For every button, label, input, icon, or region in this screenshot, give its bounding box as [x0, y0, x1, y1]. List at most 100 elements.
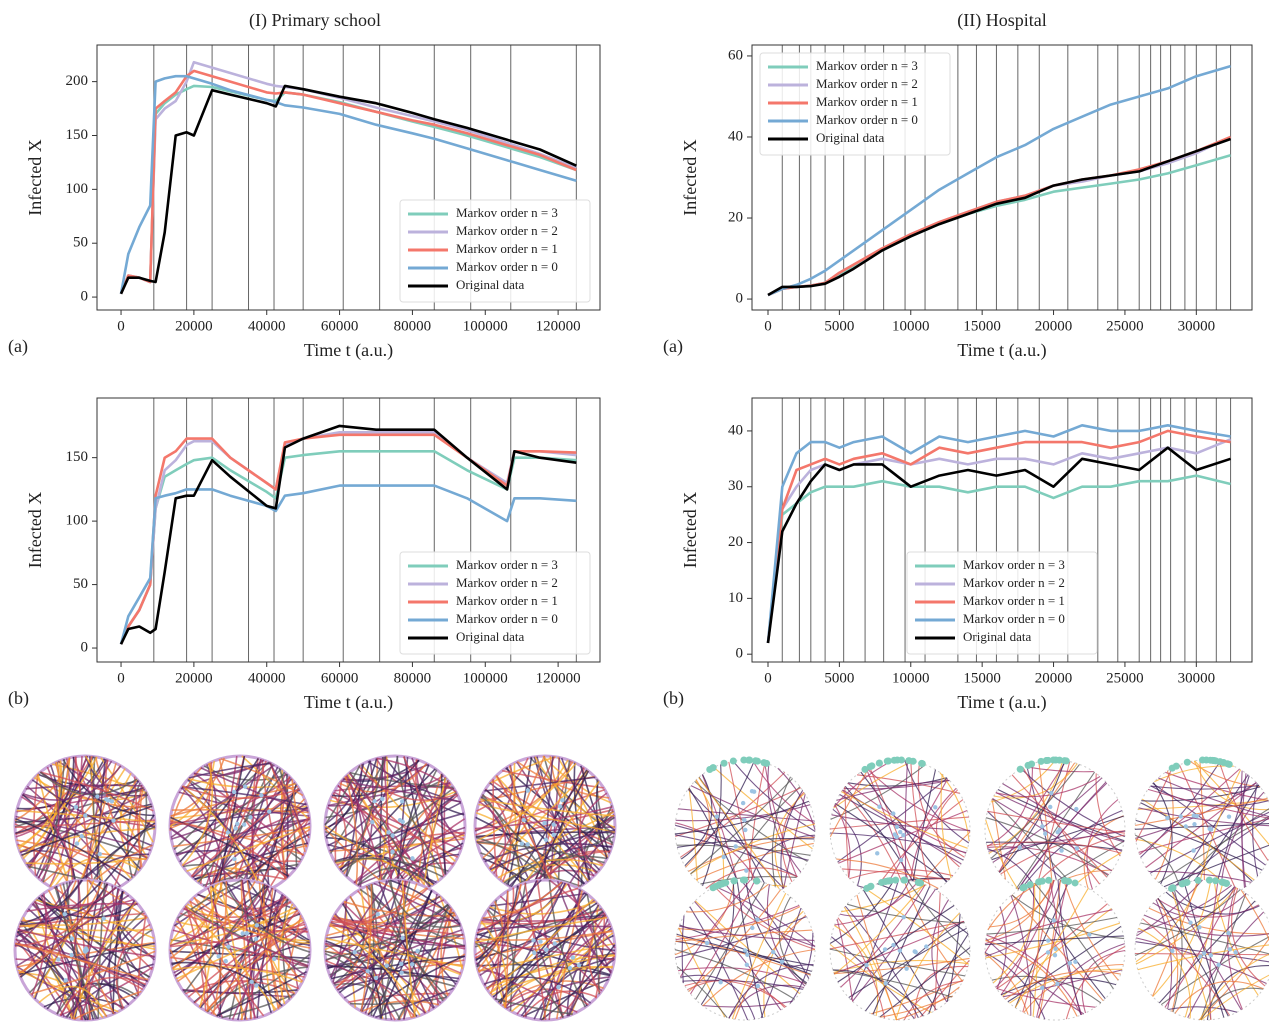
- y-tick-label: 100: [66, 513, 89, 529]
- y-tick-label: 100: [66, 181, 89, 197]
- network-node: [1050, 757, 1057, 764]
- legend-label: Markov order n = 0: [963, 611, 1065, 626]
- network-node: [1059, 848, 1063, 852]
- legend-label: Markov order n = 2: [456, 575, 558, 590]
- network-node: [95, 794, 99, 798]
- network-node: [370, 820, 374, 824]
- x-tick-label: 0: [117, 670, 125, 686]
- network-node: [1074, 807, 1078, 811]
- network-node: [876, 760, 883, 767]
- network-node: [398, 818, 402, 822]
- network-node: [753, 877, 760, 884]
- network-node: [386, 830, 390, 834]
- network-node: [1191, 848, 1195, 852]
- network-node: [750, 926, 754, 930]
- network-node: [1039, 878, 1046, 885]
- network-node: [756, 984, 760, 988]
- network-node: [730, 757, 737, 764]
- network-node: [577, 963, 581, 967]
- network-node: [719, 880, 726, 887]
- network-node: [868, 762, 875, 769]
- panel-label: (a): [8, 336, 28, 357]
- legend-label: Original data: [816, 130, 884, 145]
- network-node: [1049, 791, 1053, 795]
- network-node: [705, 941, 709, 945]
- legend-label: Original data: [456, 277, 524, 292]
- network-diagram: [170, 880, 310, 1020]
- network-node: [1170, 949, 1174, 953]
- network-diagram: [15, 880, 155, 1020]
- network-node: [864, 963, 868, 967]
- column-title: (I) Primary school: [249, 10, 381, 31]
- network-node: [883, 947, 887, 951]
- network-node: [898, 757, 905, 764]
- network-node: [1226, 931, 1230, 935]
- plot: 050001000015000200002500030000010203040T…: [663, 398, 1252, 713]
- panel-label: (b): [663, 688, 684, 709]
- network-node: [1179, 814, 1183, 818]
- network-node: [75, 841, 79, 845]
- network-node: [245, 931, 249, 935]
- network-node: [1046, 938, 1050, 942]
- network-node: [365, 969, 369, 973]
- network-node: [1073, 960, 1077, 964]
- network-node: [400, 799, 404, 803]
- network-node: [551, 822, 555, 826]
- x-tick-label: 5000: [824, 670, 854, 686]
- y-axis-label: Infected X: [680, 139, 700, 215]
- plot: 0200004000060000800001000001200000501001…: [8, 45, 600, 361]
- network-node: [1188, 921, 1192, 925]
- y-tick-label: 200: [66, 73, 89, 89]
- x-tick-label: 20000: [175, 670, 213, 686]
- network-diagram: [985, 757, 1125, 900]
- network-node: [254, 937, 258, 941]
- network-node: [399, 962, 403, 966]
- network-node: [544, 838, 548, 842]
- network-node: [1068, 961, 1072, 965]
- network-node: [1198, 954, 1202, 958]
- x-tick-label: 20000: [1035, 318, 1073, 334]
- network-node: [1212, 877, 1219, 884]
- x-tick-label: 25000: [1106, 318, 1144, 334]
- network-node: [1192, 822, 1196, 826]
- network-node: [410, 856, 414, 860]
- network-node: [877, 805, 881, 809]
- network-node: [1053, 947, 1057, 951]
- network-node: [1209, 827, 1213, 831]
- column-title: (II) Hospital: [957, 10, 1046, 31]
- x-tick-label: 25000: [1106, 670, 1144, 686]
- network-node: [571, 955, 575, 959]
- network-node: [538, 939, 542, 943]
- network-node: [901, 877, 908, 884]
- network-node: [531, 938, 535, 942]
- network-node: [721, 760, 728, 767]
- y-tick-label: 50: [73, 576, 88, 592]
- panel-label: (b): [8, 688, 29, 709]
- network-node: [722, 855, 726, 859]
- network-node: [895, 835, 899, 839]
- network-node: [1072, 879, 1079, 886]
- network-node: [568, 966, 572, 970]
- network-node: [892, 877, 899, 884]
- legend-label: Markov order n = 1: [456, 241, 558, 256]
- network-node: [84, 947, 88, 951]
- x-tick-label: 40000: [248, 318, 286, 334]
- network-node: [111, 818, 115, 822]
- network-node: [919, 760, 926, 767]
- network-node: [226, 944, 230, 948]
- network-node: [884, 878, 891, 885]
- x-tick-label: 60000: [321, 670, 359, 686]
- network-node: [255, 923, 259, 927]
- y-tick-label: 40: [728, 422, 743, 438]
- x-tick-label: 10000: [892, 318, 930, 334]
- y-tick-label: 50: [73, 235, 88, 251]
- network-node: [1210, 757, 1217, 764]
- network-node: [1038, 758, 1045, 765]
- network-node: [771, 950, 775, 954]
- network-node: [1025, 762, 1032, 769]
- legend-label: Markov order n = 3: [963, 557, 1065, 572]
- network-node: [750, 789, 754, 793]
- network-node: [885, 757, 892, 764]
- network-node: [556, 985, 560, 989]
- x-tick-label: 0: [764, 670, 772, 686]
